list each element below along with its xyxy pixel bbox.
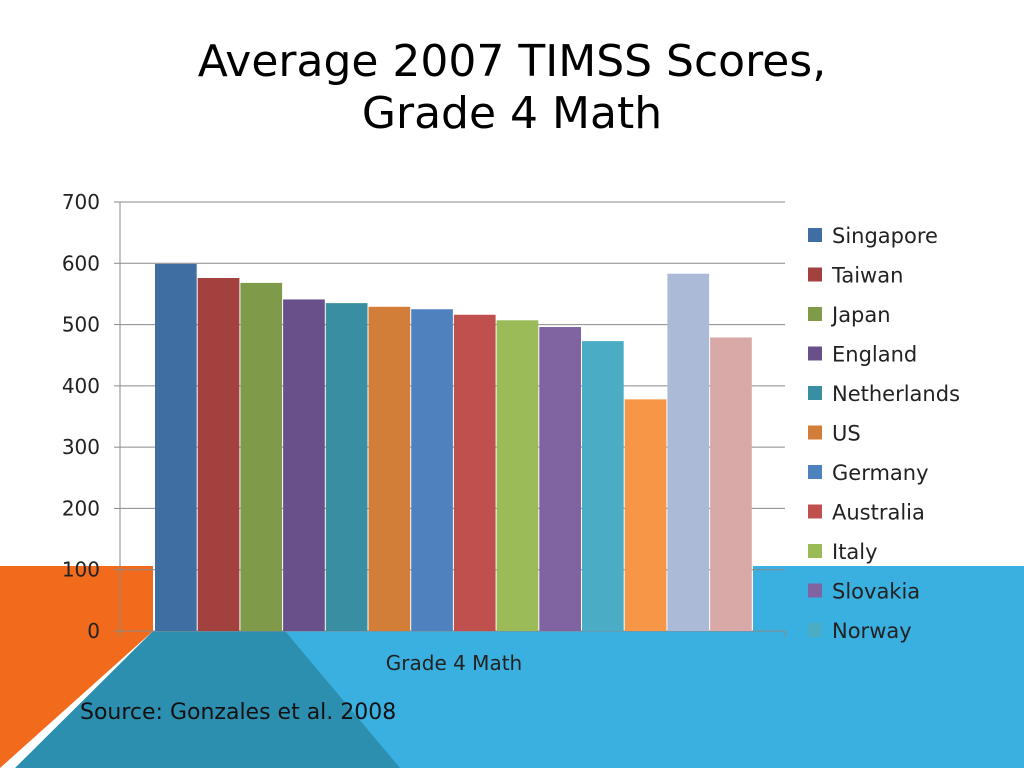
bar-italy [496,320,539,631]
background-orange-band [0,566,153,768]
legend-swatch [808,307,822,321]
legend-label: Japan [830,303,891,327]
chart-y-tick-labels: 0 100 200 300 400 500 600 700 [62,190,100,643]
bar-japan [240,282,283,631]
legend-label: Norway [832,619,912,643]
bar-taiwan [197,277,240,631]
background-blue-band [285,566,1024,768]
slide-title-line-2: Grade 4 Math [361,88,663,139]
legend-swatch [808,465,822,479]
legend-swatch [808,386,822,400]
bar-singapore [155,263,197,631]
legend-label: Slovakia [832,580,920,604]
legend-swatch [808,425,822,440]
y-tick-label: 500 [62,313,100,337]
legend-item: Italy [808,540,878,564]
y-tick-label: 200 [62,496,100,520]
legend-label: Germany [832,461,929,485]
bar-series-12 [624,399,667,631]
legend-swatch [808,267,822,282]
legend-item: Norway [808,619,912,643]
chart-legend: Singapore Taiwan Japan England Netherlands US… [808,224,960,643]
bar-netherlands [325,303,368,631]
slide-title: Average 2007 TIMSS Scores, Grade 4 Math [0,36,1024,140]
legend-label: Singapore [832,224,938,248]
legend-label: Taiwan [831,264,903,288]
legend-item: Taiwan [808,264,903,288]
legend-item: Slovakia [808,580,920,604]
legend-item: Australia [808,501,925,525]
y-tick-label: 0 [87,619,100,643]
y-tick-label: 300 [62,435,100,459]
legend-swatch [808,544,822,558]
bar-england [283,299,325,631]
chart-bars [155,263,752,631]
legend-label: Australia [832,501,925,525]
bar-series-14 [710,337,752,631]
y-tick-label: 700 [62,190,100,214]
legend-swatch [808,583,822,598]
legend-label: England [832,343,917,367]
legend-swatch [808,623,822,637]
legend-item: US [808,422,861,446]
background-teal-band [15,631,400,768]
bar-series-13 [667,273,710,631]
bar-us [368,306,411,631]
bar-slovakia [539,327,581,631]
legend-label: Italy [832,540,878,564]
bar-germany [411,309,453,631]
legend-item: Singapore [808,224,938,248]
y-tick-label: 600 [62,251,100,275]
legend-item: Netherlands [808,382,960,406]
legend-swatch [808,228,822,242]
x-axis-label: Grade 4 Math [386,651,522,675]
y-tick-label: 400 [62,374,100,398]
legend-swatch [808,346,822,361]
legend-item: Japan [808,303,891,327]
legend-label: US [832,422,861,446]
legend-label: Netherlands [832,382,960,406]
legend-swatch [808,504,822,519]
bar-norway [582,341,624,631]
legend-item: England [808,343,917,367]
bar-australia [453,314,496,631]
legend-item: Germany [808,461,929,485]
y-tick-label: 100 [62,558,100,582]
source-note: Source: Gonzales et al. 2008 [80,700,397,725]
slide-title-line-1: Average 2007 TIMSS Scores, [197,36,827,87]
